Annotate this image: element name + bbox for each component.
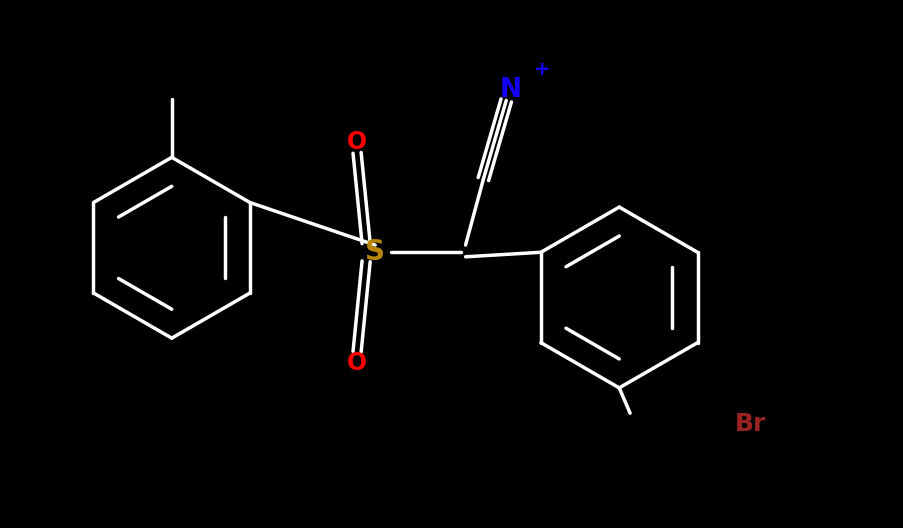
Text: +: + (534, 60, 550, 79)
Text: N: N (499, 77, 521, 102)
Text: O: O (347, 351, 367, 374)
Text: S: S (365, 238, 385, 266)
Text: Br: Br (734, 412, 765, 436)
Text: O: O (347, 130, 367, 154)
